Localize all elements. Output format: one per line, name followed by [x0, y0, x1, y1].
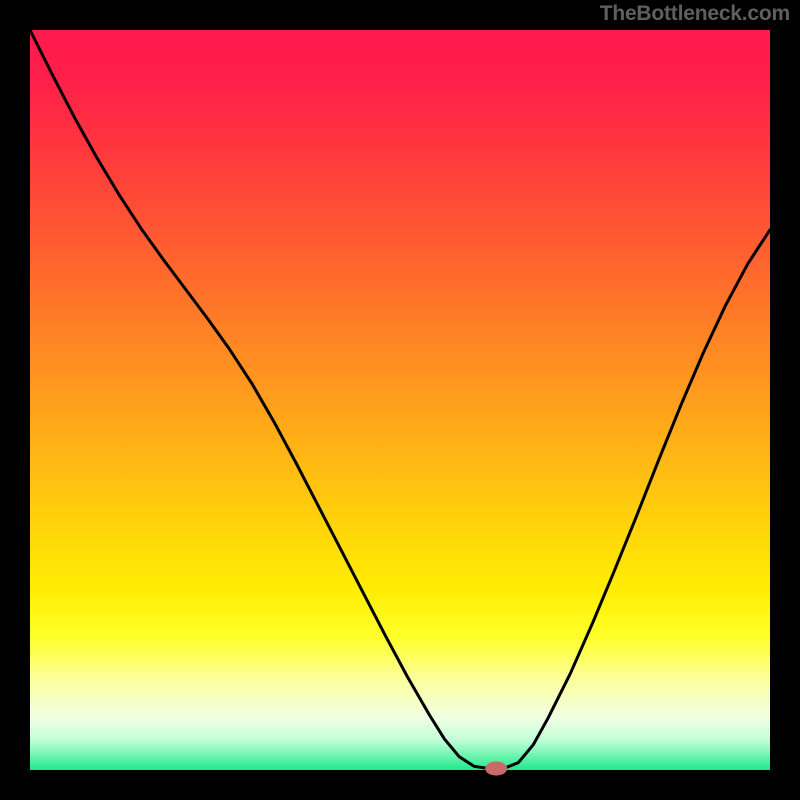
chart-background-gradient	[30, 30, 770, 770]
attribution-text: TheBottleneck.com	[600, 2, 790, 26]
chart-container: { "attribution": "TheBottleneck.com", "c…	[0, 0, 800, 800]
optimal-point-marker	[485, 762, 507, 776]
bottleneck-chart	[0, 0, 800, 800]
